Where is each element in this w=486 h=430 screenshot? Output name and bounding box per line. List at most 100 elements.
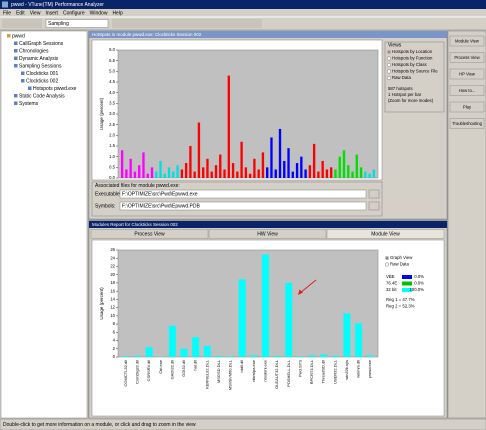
bar	[248, 173, 252, 178]
bar	[270, 137, 273, 178]
symbols-field[interactable]	[119, 201, 367, 211]
radio[interactable]	[387, 63, 392, 68]
bar	[261, 152, 265, 178]
bar	[342, 150, 346, 178]
view-option[interactable]: Raw Data	[392, 75, 411, 80]
x-tick-label: MSVBVM60.DLL	[228, 359, 233, 390]
y-tick-label: 2.5	[109, 122, 115, 127]
y-tick-label: 2.0	[109, 132, 115, 137]
menu-item[interactable]: Edit	[16, 10, 25, 16]
browse-button[interactable]	[368, 189, 380, 199]
bar	[331, 355, 339, 357]
menu-item[interactable]: Insert	[45, 10, 58, 16]
bar	[227, 75, 230, 178]
bar	[168, 325, 176, 357]
view-option[interactable]: Hotspots by Source File	[392, 69, 438, 74]
bar	[122, 356, 130, 357]
window-title: pwwd - VTune(TM) Performance Analyzer	[11, 2, 104, 8]
bar	[287, 148, 290, 178]
views-options: Hotspots by Location Hotspots by Function…	[387, 49, 438, 103]
app-icon	[2, 1, 8, 8]
radio[interactable]	[387, 69, 392, 74]
hotspot-chart: 0.0 0.5 1.0 1.5 2.0 2.5 3.0 3.5 4.0 4.5 5.0 5.5 6.0 U…	[99, 47, 379, 180]
tab[interactable]	[90, 229, 209, 239]
y-tick-label: 10	[110, 313, 115, 318]
view-option[interactable]: Hotspots by Location	[392, 49, 433, 54]
y-tick-label: 6	[113, 329, 116, 334]
view-option[interactable]: Hotspots by Function	[392, 56, 433, 61]
y-tick-label: 5.5	[109, 58, 115, 63]
bar	[253, 158, 256, 178]
side-button[interactable]	[449, 52, 485, 63]
tree-item[interactable]: CallGraph Sessions	[19, 41, 64, 47]
tree-item[interactable]: Clockticks 002	[26, 78, 58, 84]
view-option[interactable]: Hotspots by Class	[392, 62, 427, 67]
tree-item[interactable]: Systems	[19, 101, 39, 107]
tab[interactable]	[208, 229, 327, 239]
side-button[interactable]	[449, 118, 485, 129]
bar	[231, 163, 235, 178]
menu-item[interactable]: Configure	[63, 10, 85, 16]
bar	[368, 173, 371, 178]
x-tick-label: GADI32.dll	[169, 360, 174, 379]
tree-item[interactable]: Dynamic Analysis	[19, 56, 59, 62]
menu-item[interactable]: Window	[90, 10, 108, 16]
y-tick-label: 3.5	[109, 100, 115, 105]
tree-item[interactable]: Sampling Sessions	[19, 63, 62, 69]
mode-combo[interactable]	[45, 19, 109, 28]
bar	[266, 167, 269, 178]
y-tick-label: 14	[110, 296, 115, 301]
y-axis-label: Usage (percent)	[99, 287, 104, 320]
title-bar	[0, 0, 486, 9]
executable-label: Executable:	[95, 191, 121, 197]
tree-item[interactable]: pwwd	[12, 33, 25, 39]
radio[interactable]	[385, 262, 390, 267]
menu-item[interactable]: Help	[112, 10, 123, 16]
bar	[278, 128, 282, 178]
legend-value: 0.0%	[414, 281, 424, 286]
bar	[129, 158, 132, 178]
legend-swatch	[402, 288, 412, 292]
side-buttons: Module View Process View HP View How to... P…	[449, 35, 485, 129]
tree-icon	[14, 94, 18, 98]
tree-icon	[28, 86, 32, 90]
tree-item[interactable]: Static Code Analysis	[19, 93, 65, 99]
tree-icon	[21, 79, 25, 83]
side-button-label: Play	[463, 104, 472, 109]
radio[interactable]	[387, 75, 392, 80]
tree-icon	[14, 101, 18, 105]
y-tick-label: 0.5	[109, 164, 115, 169]
tree-item[interactable]: Clockticks 001	[26, 71, 58, 77]
radio[interactable]	[387, 56, 392, 61]
menu-item[interactable]: View	[30, 10, 41, 16]
bar	[347, 165, 350, 178]
side-button[interactable]	[449, 68, 485, 80]
bar	[321, 160, 324, 178]
x-tick-label: CSRSRV.dll	[146, 360, 151, 381]
side-button-label: Troubleshooting	[452, 121, 483, 126]
bar	[227, 356, 235, 357]
legend-option[interactable]: Raw Data	[390, 262, 409, 267]
side-button[interactable]	[449, 35, 485, 47]
toolbar-icons[interactable]	[2, 19, 42, 28]
side-button[interactable]	[449, 101, 485, 113]
bar	[146, 173, 149, 178]
executable-field[interactable]	[119, 189, 367, 199]
side-button[interactable]	[449, 85, 485, 96]
tree-item[interactable]: Hotspots pwwd.exe	[33, 86, 77, 92]
radio-dot	[386, 257, 388, 259]
tab[interactable]	[326, 229, 445, 239]
tree-item[interactable]: Chronologies	[19, 48, 49, 54]
legend-option[interactable]: Graph View	[390, 255, 413, 260]
toolbar-icons[interactable]	[112, 19, 262, 28]
browse-button[interactable]	[368, 201, 380, 211]
bar	[172, 171, 175, 178]
legend-name: 76.4E	[386, 281, 397, 286]
x-tick-label: ntkrnlpa.exe	[251, 359, 256, 382]
modules-window-titlebar	[89, 221, 447, 228]
legend-note: Reg 1 = 47.7%	[386, 297, 415, 302]
menu-item[interactable]: File	[3, 10, 11, 16]
hotspot-window-titlebar	[89, 31, 447, 38]
x-tick-label: Ctrl.exe	[158, 359, 163, 374]
